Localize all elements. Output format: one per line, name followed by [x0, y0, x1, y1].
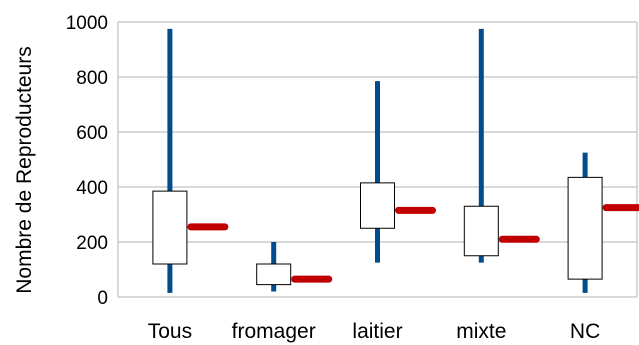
x-category-label: laitier	[352, 320, 402, 343]
x-category-label: mixte	[456, 320, 506, 343]
box-group-tous	[152, 28, 229, 293]
y-tick-label: 600	[76, 123, 108, 144]
box-group-mixte	[463, 28, 540, 263]
box-group-laitier	[360, 81, 436, 263]
box-nc	[567, 176, 603, 280]
x-category-label: NC	[570, 320, 600, 343]
y-tick-label: 1000	[66, 13, 108, 34]
x-category-label: fromager	[232, 320, 316, 343]
y-tick-label: 400	[76, 178, 108, 199]
y-tick-label: 200	[76, 233, 108, 254]
y-axis-label: Nombre de Reproducteurs	[13, 46, 36, 293]
x-category-label: Tous	[148, 320, 192, 343]
box-mixte	[463, 205, 499, 257]
y-tick-label: 0	[97, 288, 108, 309]
box-group-nc	[567, 152, 639, 293]
x-axis-labels: Tous fromager laitier mixte NC	[148, 320, 601, 343]
box-tous	[152, 190, 188, 265]
y-axis-ticks: 0 200 400 600 800 1000	[66, 13, 108, 309]
box-laitier	[360, 182, 395, 229]
box-group-fromager	[256, 242, 333, 292]
box-fromager	[256, 263, 292, 286]
chart-marks	[152, 28, 639, 293]
y-tick-label: 800	[76, 68, 108, 89]
